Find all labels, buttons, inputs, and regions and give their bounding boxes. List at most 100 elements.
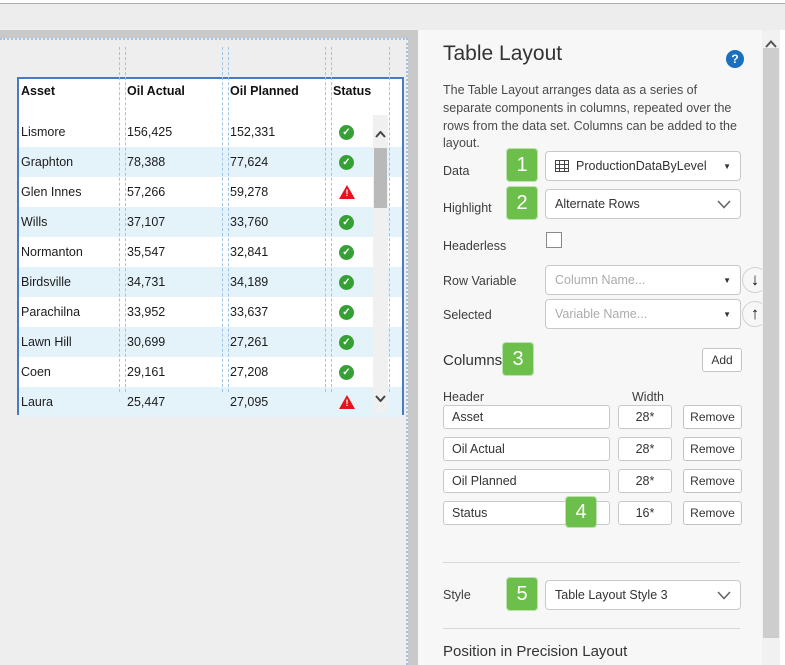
remove-column-button[interactable]: Remove [683,501,742,525]
table-cell: 77,624 [230,155,269,169]
width-column-label: Width [632,390,664,404]
table-header-cell: Oil Actual [127,84,185,98]
check-circle-icon: ✓ [339,365,354,380]
annotation-badge-1: 1 [506,148,538,182]
column-header-input[interactable] [443,437,610,461]
column-guide [125,47,126,392]
table-scrollbar-thumb[interactable] [374,148,387,208]
data-label: Data [443,164,470,178]
data-dropdown[interactable]: ProductionDataByLevel ▼ [545,151,741,181]
table-cell: 27,261 [230,335,269,349]
row-variable-label: Row Variable [443,274,517,288]
table-scrollbar[interactable] [373,115,388,413]
chevron-down-icon [717,590,731,600]
table-cell: Normanton [21,245,83,259]
table-cell: 152,331 [230,125,276,139]
panel-scrollbar[interactable] [762,30,780,665]
table-cell: Lawn Hill [21,335,72,349]
check-circle-icon: ✓ [339,215,354,230]
column-guide [228,47,229,392]
column-width-input[interactable] [618,437,672,461]
table-cell: 25,447 [127,395,166,409]
table-cell: 32,841 [230,245,269,259]
scroll-up-icon[interactable] [373,125,388,143]
table-cell: 33,952 [127,305,166,319]
divider [443,628,740,629]
check-circle-icon: ✓ [339,125,354,140]
table-cell: 30,699 [127,335,166,349]
table-cell: 33,637 [230,305,269,319]
remove-column-button[interactable]: Remove [683,437,742,461]
table-header-cell: Asset [21,84,56,98]
column-width-input[interactable] [618,405,672,429]
table-row: Lismore 156,425 152,331 ✓ [19,117,402,147]
table-row: Laura 25,447 27,095! [19,387,402,417]
column-guide [325,47,326,392]
add-column-button[interactable]: Add [702,348,742,372]
annotation-badge-5: 5 [506,577,538,611]
row-variable-dropdown[interactable]: Column Name... ▼ [545,265,741,295]
chevron-down-icon [717,199,731,209]
column-width-input[interactable] [618,469,672,493]
remove-column-button[interactable]: Remove [683,469,742,493]
annotation-badge-2: 2 [506,186,538,220]
scroll-down-icon[interactable] [373,389,388,407]
headerless-label: Headerless [443,239,507,253]
table-cell: 33,760 [230,215,269,229]
table-row: Glen Innes 57,266 59,278! [19,177,402,207]
column-width-input[interactable] [618,501,672,525]
style-dropdown-value: Table Layout Style 3 [555,588,668,602]
table-rows: Lismore 156,425 152,331 ✓ Graphton 78,388 77,6… [19,117,402,417]
data-dropdown-value: ProductionDataByLevel [576,159,707,173]
row-variable-placeholder: Column Name... [555,273,646,287]
dropdown-triangle-icon: ▼ [723,275,731,285]
check-circle-icon: ✓ [339,155,354,170]
table-cell: 27,208 [230,365,269,379]
position-section-heading: Position in Precision Layout [443,643,628,660]
table-row: Lawn Hill 30,699 27,261 ✓ [19,327,402,357]
status-ok-icon: ✓ [339,124,354,140]
table-cell: 29,161 [127,365,166,379]
headerless-checkbox[interactable] [546,232,562,248]
remove-column-button[interactable]: Remove [683,405,742,429]
table-cell: Wills [21,215,48,229]
highlight-dropdown[interactable]: Alternate Rows [545,189,741,219]
properties-panel: Table Layout ? The Table Layout arranges… [418,30,768,665]
column-header-input[interactable] [443,405,610,429]
table-cell: 27,095 [230,395,269,409]
status-ok-icon: ✓ [339,154,354,170]
status-ok-icon: ✓ [339,244,354,260]
annotation-badge-3: 3 [502,342,534,376]
check-circle-icon: ✓ [339,275,354,290]
annotation-badge-4: 4 [565,496,597,528]
table-row: Graphton 78,388 77,624 ✓ [19,147,402,177]
table-row: Wills 37,107 33,760 ✓ [19,207,402,237]
table-layout-component[interactable]: Asset Oil Actual Oil Planned Status Lismore… [17,77,404,417]
table-row: Coen 29,161 27,208 ✓ [19,357,402,387]
check-circle-icon: ✓ [339,305,354,320]
scroll-up-icon[interactable] [765,35,777,53]
table-cell: Glen Innes [21,185,82,199]
table-cell: 35,547 [127,245,166,259]
dropdown-triangle-icon: ▼ [723,161,731,171]
column-guide [331,47,332,392]
style-dropdown[interactable]: Table Layout Style 3 [545,580,741,610]
table-icon [555,160,569,172]
table-cell: Laura [21,395,53,409]
status-ok-icon: ✓ [339,334,354,350]
panel-description: The Table Layout arranges data as a seri… [443,83,737,151]
panel-scrollbar-thumb[interactable] [763,48,779,638]
table-row: Parachilna 33,952 33,637 ✓ [19,297,402,327]
divider [443,562,740,563]
status-warning-icon: ! [339,185,355,199]
help-icon[interactable]: ? [726,50,744,68]
warning-triangle-icon: ! [339,185,355,199]
status-warning-icon: ! [339,395,355,409]
selected-dropdown[interactable]: Variable Name... ▼ [545,299,741,329]
column-header-input[interactable] [443,469,610,493]
table-cell: 37,107 [127,215,166,229]
table-row: Normanton 35,547 32,841 ✓ [19,237,402,267]
table-cell: 78,388 [127,155,166,169]
table-cell: Graphton [21,155,74,169]
columns-heading: Columns [443,352,503,369]
